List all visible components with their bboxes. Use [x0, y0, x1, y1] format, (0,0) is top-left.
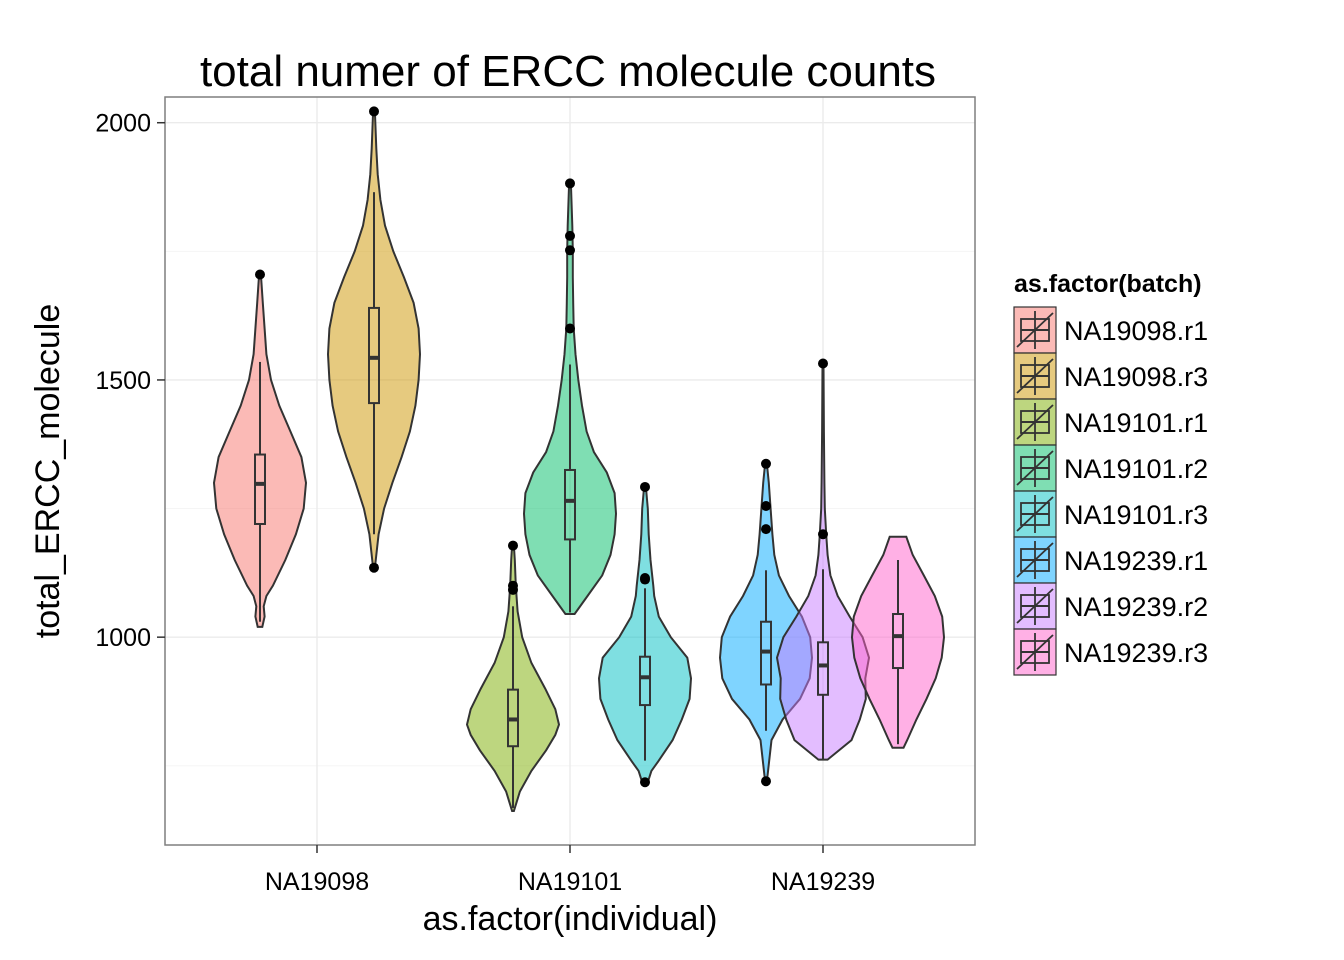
chart-title: total numer of ERCC molecule counts: [200, 47, 936, 96]
box-iqr: [639, 655, 651, 707]
outlier-point: [818, 529, 828, 540]
violin-layer: [212, 106, 946, 812]
outlier-point: [565, 323, 575, 334]
outlier-point: [565, 230, 575, 241]
outlier-point: [255, 269, 265, 280]
legend-label: NA19101.r1: [1064, 408, 1208, 438]
box-iqr: [254, 453, 266, 525]
outlier-point: [508, 580, 518, 591]
legend-label: NA19101.r2: [1064, 454, 1208, 484]
legend-key: [1013, 306, 1057, 354]
legend-label: NA19098.r1: [1064, 316, 1208, 346]
y-tick-label: 1000: [95, 624, 151, 652]
legend-label: NA19098.r3: [1064, 362, 1208, 392]
outlier-point: [508, 540, 518, 551]
y-tick-label: 2000: [95, 110, 151, 138]
outlier-point: [761, 500, 771, 511]
box-iqr: [892, 613, 904, 670]
legend-key: [1013, 444, 1057, 492]
outlier-point: [640, 777, 650, 788]
violin-group: [522, 178, 618, 615]
x-axis: NA19098 NA19101 NA19239: [265, 845, 875, 896]
outlier-point: [565, 178, 575, 189]
outlier-point: [818, 358, 828, 369]
legend-key: [1013, 398, 1057, 446]
y-tick-label: 1500: [95, 367, 151, 395]
outlier-point: [640, 573, 650, 584]
legend-key: [1013, 536, 1057, 584]
outlier-point: [761, 776, 771, 787]
violin-group: [326, 106, 422, 573]
violin-shape: [850, 535, 946, 749]
x-tick-label: NA19239: [771, 868, 875, 896]
x-tick-label: NA19101: [518, 868, 622, 896]
legend-label: NA19239.r2: [1064, 592, 1208, 622]
legend-key: [1013, 582, 1057, 630]
box-iqr: [564, 468, 576, 541]
outlier-point: [369, 106, 379, 117]
legend-label: NA19101.r3: [1064, 500, 1208, 530]
outlier-point: [761, 458, 771, 469]
legend-label: NA19239.r1: [1064, 546, 1208, 576]
y-axis: 1000 1500 2000: [95, 110, 165, 652]
violin-group: [597, 481, 693, 788]
box-iqr: [817, 641, 829, 696]
legend-key: [1013, 352, 1057, 400]
legend-key: [1013, 490, 1057, 538]
violin-group: [212, 269, 308, 628]
legend-key: [1013, 628, 1057, 676]
box-iqr: [368, 306, 380, 405]
x-tick-label: NA19098: [265, 868, 369, 896]
legend-label: NA19239.r3: [1064, 638, 1208, 668]
outlier-point: [565, 245, 575, 256]
outlier-point: [761, 524, 771, 535]
outlier-point: [640, 481, 650, 492]
y-axis-title: total_ERCC_molecule: [29, 304, 67, 639]
violin-group: [465, 540, 561, 812]
legend: as.factor(batch) NA19098.r1 NA19098.r3 NA1…: [1013, 270, 1208, 676]
violin-group: [850, 535, 946, 749]
legend-title: as.factor(batch): [1014, 270, 1202, 298]
x-axis-title: as.factor(individual): [423, 900, 718, 938]
outlier-point: [369, 562, 379, 573]
